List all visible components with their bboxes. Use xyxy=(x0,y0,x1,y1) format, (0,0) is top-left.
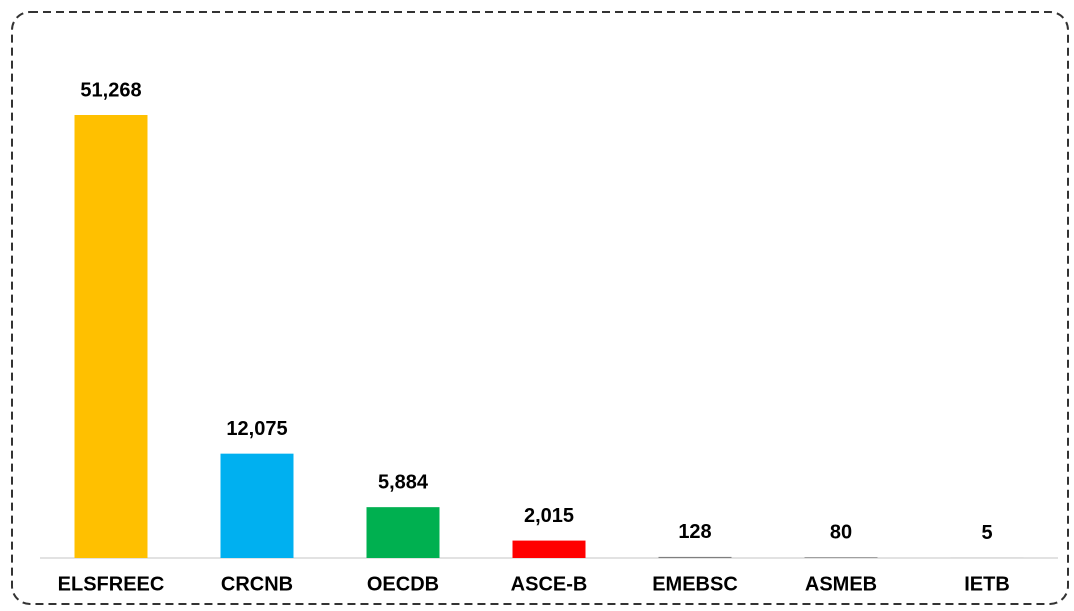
x-tick-label: ASMEB xyxy=(805,573,877,595)
value-label: 2,015 xyxy=(524,505,574,527)
value-label: 128 xyxy=(678,521,711,543)
x-tick-label: ASCE-B xyxy=(511,573,588,595)
value-label: 5,884 xyxy=(378,471,429,493)
bar xyxy=(658,556,732,558)
x-tick-label: OECDB xyxy=(367,573,439,595)
value-label: 51,268 xyxy=(80,79,141,101)
value-label: 80 xyxy=(830,522,852,544)
x-tick-label: IETB xyxy=(964,573,1010,595)
bar xyxy=(74,115,148,558)
x-tick-label: EMEBSC xyxy=(652,573,738,595)
value-label: 12,075 xyxy=(226,418,287,440)
bar xyxy=(220,453,294,558)
bar xyxy=(804,557,878,558)
bar xyxy=(366,507,440,558)
x-tick-label: CRCNB xyxy=(221,573,293,595)
value-label: 5 xyxy=(981,522,992,544)
x-tick-label: ELSFREEC xyxy=(58,573,165,595)
bar xyxy=(512,540,586,558)
chart-frame xyxy=(11,11,1069,605)
